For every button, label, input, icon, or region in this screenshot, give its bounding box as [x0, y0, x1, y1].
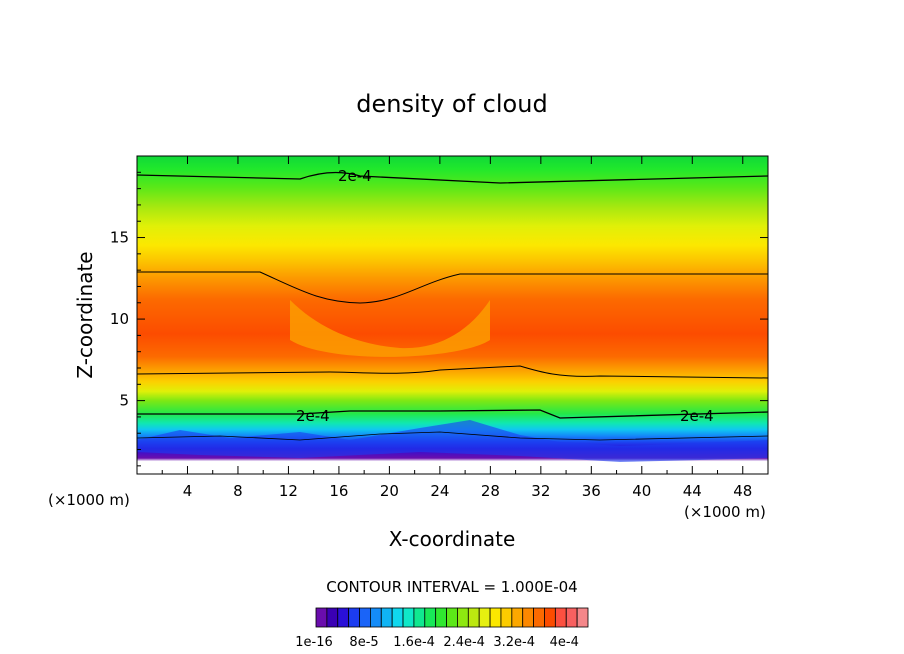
- plot-area: 2e-4 2e-4 2e-4: [137, 156, 768, 474]
- colorbar-swatch: [369, 607, 382, 628]
- colorbar-swatch: [391, 607, 404, 628]
- density-field: [137, 156, 768, 474]
- x-tick-label: 48: [733, 482, 752, 500]
- contour-line-upper-orange: [137, 271, 768, 304]
- x-tick-label: 16: [329, 482, 348, 500]
- colorbar-swatch: [348, 607, 360, 628]
- colorbar: [315, 607, 589, 628]
- colorbar-swatch: [446, 607, 458, 628]
- x-tick-label: 40: [632, 482, 651, 500]
- y-tick-label: 10: [110, 310, 129, 328]
- central-dip-region: [290, 300, 490, 357]
- y-tick-label: 5: [119, 392, 129, 410]
- colorbar-swatch: [500, 607, 513, 628]
- colorbar-swatch: [489, 607, 502, 628]
- colorbar-swatch: [413, 607, 426, 628]
- contour-label-upper: 2e-4: [338, 167, 372, 185]
- contour-line-base: [137, 431, 768, 441]
- plot-frame: [136, 155, 769, 475]
- colorbar-label: 1e-16: [295, 635, 333, 650]
- colorbar-label: 3.2e-4: [493, 635, 535, 650]
- colorbar-swatch: [511, 607, 524, 628]
- colorbar-swatch: [359, 607, 371, 628]
- colorbar-label: 1.6e-4: [393, 635, 435, 650]
- colorbar-labels: 1e-16 8e-5 1.6e-4 2.4e-4 3.2e-4 4e-4: [295, 635, 579, 650]
- x-tick-label: 28: [481, 482, 500, 500]
- colorbar-swatch: [424, 607, 437, 628]
- colorbar-swatch: [326, 607, 339, 628]
- contour-label-lower-left: 2e-4: [296, 407, 330, 425]
- y-axis-label: Z-coordinate: [73, 251, 97, 378]
- colorbar-label: 2.4e-4: [443, 635, 485, 650]
- x-tick-label: 4: [183, 482, 193, 500]
- colorbar-swatch: [576, 607, 589, 628]
- colorbar-swatch: [315, 607, 328, 628]
- colorbar-swatch: [435, 607, 447, 628]
- contour-line-upper: [137, 171, 768, 184]
- colorbar-swatch: [337, 607, 350, 628]
- y-axis: 5 10 15: [110, 171, 768, 467]
- x-axis-label: X-coordinate: [389, 527, 516, 551]
- x-unit-left: (×1000 m): [48, 491, 130, 509]
- turbulent-lower-layer: [137, 420, 768, 462]
- colorbar-swatch: [478, 607, 491, 628]
- x-unit-right: (×1000 m): [684, 503, 766, 521]
- contour-line-lower: [137, 409, 768, 419]
- x-tick-label: 24: [430, 482, 449, 500]
- colorbar-swatch: [467, 607, 480, 628]
- colorbar-swatch: [457, 607, 469, 628]
- x-tick-label: 8: [233, 482, 243, 500]
- x-tick-label: 20: [380, 482, 399, 500]
- x-axis: 4 8 12 16 20 24 28 32 36 40 44 48: [161, 156, 752, 500]
- contour-line-lower-orange: [137, 365, 768, 379]
- x-tick-label: 36: [582, 482, 601, 500]
- x-tick-label: 12: [279, 482, 298, 500]
- colorbar-swatch: [544, 607, 556, 628]
- colorbar-label: 8e-5: [349, 635, 378, 650]
- colorbar-swatch: [554, 607, 567, 628]
- x-tick-label: 32: [531, 482, 550, 500]
- colorbar-label: 4e-4: [550, 635, 579, 650]
- colorbar-swatch: [522, 607, 534, 628]
- colorbar-swatch: [380, 607, 393, 628]
- contour-label-lower-right: 2e-4: [680, 407, 714, 425]
- contour-interval-text: CONTOUR INTERVAL = 1.000E-04: [326, 578, 577, 596]
- y-tick-label: 15: [110, 229, 129, 247]
- colorbar-swatch: [533, 607, 545, 628]
- colorbar-swatch: [402, 607, 415, 628]
- colorbar-swatch: [565, 607, 578, 628]
- x-tick-label: 44: [683, 482, 702, 500]
- chart-title: density of cloud: [356, 90, 547, 118]
